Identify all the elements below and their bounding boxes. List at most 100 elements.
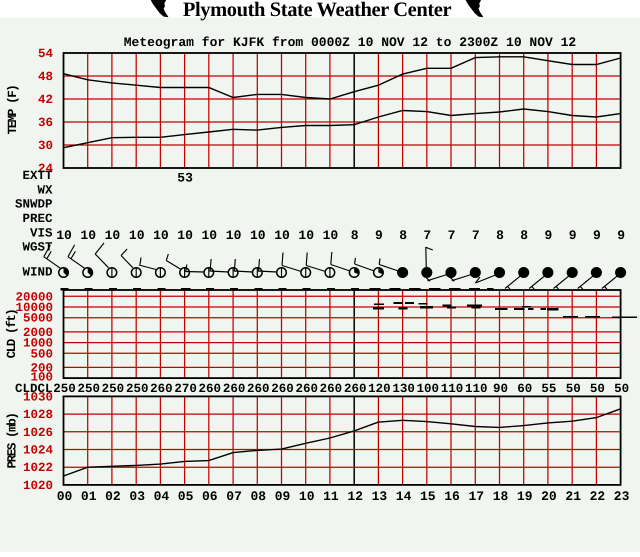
svg-text:200: 200 bbox=[30, 361, 53, 375]
svg-text:00: 00 bbox=[57, 489, 73, 504]
svg-text:15: 15 bbox=[420, 489, 436, 504]
svg-text:8: 8 bbox=[520, 228, 528, 243]
svg-text:8: 8 bbox=[496, 228, 504, 243]
svg-text:100: 100 bbox=[30, 371, 53, 385]
svg-text:100: 100 bbox=[417, 382, 440, 396]
svg-text:120: 120 bbox=[368, 382, 391, 396]
svg-text:110: 110 bbox=[465, 382, 488, 396]
svg-text:250: 250 bbox=[126, 382, 149, 396]
svg-text:250: 250 bbox=[102, 382, 125, 396]
svg-text:03: 03 bbox=[129, 489, 145, 504]
svg-text:10: 10 bbox=[274, 228, 290, 243]
svg-text:260: 260 bbox=[295, 382, 318, 396]
svg-text:260: 260 bbox=[247, 382, 270, 396]
svg-text:10: 10 bbox=[298, 228, 314, 243]
svg-text:54: 54 bbox=[38, 47, 54, 61]
svg-text:PREC: PREC bbox=[22, 212, 53, 226]
svg-text:8: 8 bbox=[351, 228, 359, 243]
svg-text:10: 10 bbox=[250, 228, 266, 243]
svg-text:1022: 1022 bbox=[23, 461, 53, 475]
svg-text:130: 130 bbox=[392, 382, 415, 396]
svg-text:48: 48 bbox=[38, 70, 53, 84]
svg-text:01: 01 bbox=[81, 489, 97, 504]
svg-text:10: 10 bbox=[105, 228, 121, 243]
svg-text:5000: 5000 bbox=[23, 312, 53, 326]
svg-text:SNWDP: SNWDP bbox=[15, 198, 53, 212]
svg-text:20: 20 bbox=[541, 489, 557, 504]
svg-text:9: 9 bbox=[569, 228, 577, 243]
svg-text:WX: WX bbox=[37, 183, 53, 197]
svg-text:53: 53 bbox=[177, 171, 193, 186]
svg-text:CLDCL: CLDCL bbox=[15, 382, 53, 396]
svg-text:250: 250 bbox=[53, 382, 76, 396]
svg-text:1020: 1020 bbox=[23, 479, 53, 493]
svg-text:05: 05 bbox=[178, 489, 194, 504]
svg-text:10: 10 bbox=[80, 228, 96, 243]
svg-text:CLD (ft): CLD (ft) bbox=[5, 310, 19, 359]
svg-text:08: 08 bbox=[250, 489, 266, 504]
svg-text:22: 22 bbox=[590, 489, 606, 504]
svg-text:250: 250 bbox=[77, 382, 100, 396]
svg-text:10000: 10000 bbox=[15, 301, 53, 315]
svg-text:04: 04 bbox=[154, 489, 170, 504]
svg-text:7: 7 bbox=[423, 228, 431, 243]
svg-text:2000: 2000 bbox=[23, 326, 53, 340]
svg-text:14: 14 bbox=[396, 489, 412, 504]
svg-text:500: 500 bbox=[30, 347, 53, 361]
svg-text:19: 19 bbox=[517, 489, 533, 504]
svg-text:50: 50 bbox=[566, 382, 581, 396]
svg-text:13: 13 bbox=[372, 489, 388, 504]
svg-text:17: 17 bbox=[468, 489, 484, 504]
svg-text:09: 09 bbox=[275, 489, 291, 504]
svg-text:VIS: VIS bbox=[30, 226, 53, 240]
svg-text:10: 10 bbox=[153, 228, 169, 243]
svg-text:12: 12 bbox=[347, 489, 363, 504]
svg-text:21: 21 bbox=[565, 489, 581, 504]
svg-text:1024: 1024 bbox=[23, 444, 54, 458]
svg-text:11: 11 bbox=[323, 489, 339, 504]
svg-text:30: 30 bbox=[38, 139, 53, 153]
svg-text:55: 55 bbox=[541, 382, 556, 396]
svg-text:23: 23 bbox=[614, 489, 630, 504]
svg-text:260: 260 bbox=[271, 382, 294, 396]
svg-text:50: 50 bbox=[614, 382, 629, 396]
svg-text:WIND: WIND bbox=[22, 265, 53, 279]
svg-text:10: 10 bbox=[56, 228, 72, 243]
svg-text:7: 7 bbox=[472, 228, 480, 243]
svg-text:90: 90 bbox=[493, 382, 508, 396]
svg-text:10: 10 bbox=[226, 228, 242, 243]
svg-text:1030: 1030 bbox=[23, 390, 53, 404]
svg-text:10: 10 bbox=[129, 228, 145, 243]
svg-text:260: 260 bbox=[150, 382, 173, 396]
svg-text:9: 9 bbox=[617, 228, 625, 243]
svg-text:260: 260 bbox=[223, 382, 246, 396]
svg-text:PRES (mb): PRES (mb) bbox=[6, 414, 20, 469]
svg-text:8: 8 bbox=[399, 228, 407, 243]
svg-text:06: 06 bbox=[202, 489, 218, 504]
svg-text:24: 24 bbox=[38, 162, 54, 176]
svg-text:EXTT: EXTT bbox=[22, 169, 53, 183]
svg-text:110: 110 bbox=[441, 382, 464, 396]
svg-text:260: 260 bbox=[320, 382, 343, 396]
svg-text:18: 18 bbox=[493, 489, 509, 504]
svg-text:50: 50 bbox=[590, 382, 605, 396]
svg-text:60: 60 bbox=[517, 382, 532, 396]
svg-text:10: 10 bbox=[299, 489, 315, 504]
svg-text:9: 9 bbox=[375, 228, 383, 243]
svg-text:WGST: WGST bbox=[22, 241, 53, 255]
svg-text:10: 10 bbox=[201, 228, 217, 243]
svg-text:02: 02 bbox=[105, 489, 121, 504]
svg-text:270: 270 bbox=[174, 382, 197, 396]
svg-text:42: 42 bbox=[38, 93, 53, 107]
svg-text:36: 36 bbox=[38, 116, 53, 130]
svg-text:Meteogram for KJFK from 0000Z: Meteogram for KJFK from 0000Z 10 NOV 12 … bbox=[124, 35, 577, 50]
svg-text:1028: 1028 bbox=[23, 408, 53, 422]
svg-text:1026: 1026 bbox=[23, 426, 53, 440]
svg-text:9: 9 bbox=[593, 228, 601, 243]
svg-text:7: 7 bbox=[448, 228, 456, 243]
svg-text:20000: 20000 bbox=[15, 290, 53, 304]
svg-text:260: 260 bbox=[344, 382, 367, 396]
svg-text:260: 260 bbox=[199, 382, 222, 396]
svg-text:16: 16 bbox=[444, 489, 460, 504]
svg-text:07: 07 bbox=[226, 489, 242, 504]
